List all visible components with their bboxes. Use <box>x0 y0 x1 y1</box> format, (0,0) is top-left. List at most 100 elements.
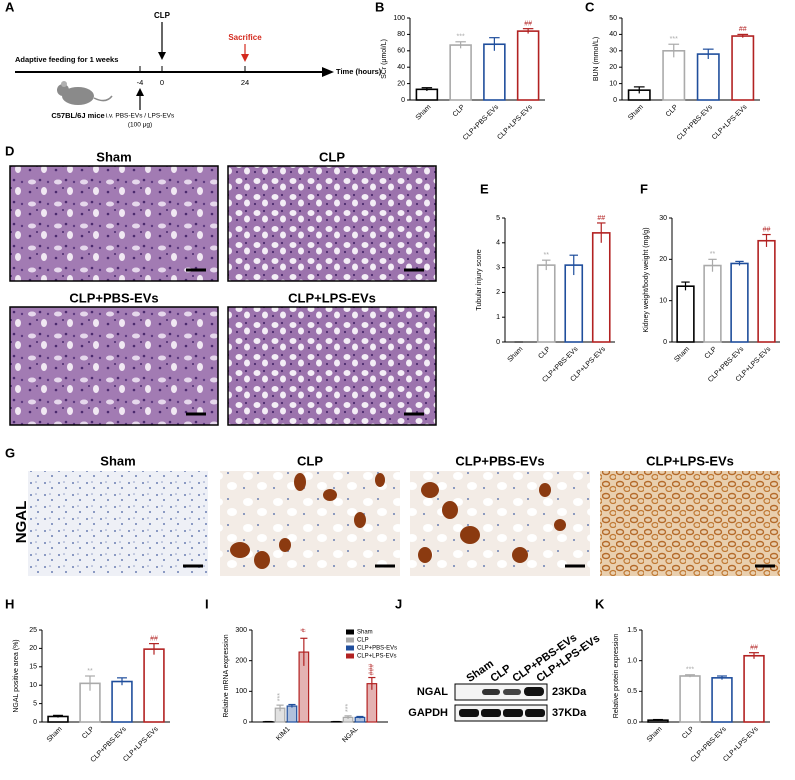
arrowhead <box>322 67 334 77</box>
y-tick-label: 100 <box>235 688 247 695</box>
y-axis-label: Kidney weight/body weight (mg/g) <box>643 227 650 332</box>
y-tick-label: 0.5 <box>627 688 637 695</box>
panel-label: H <box>5 596 14 611</box>
stain-label: NGAL <box>13 501 30 544</box>
image-title: CLP <box>319 149 345 164</box>
bar <box>677 286 694 342</box>
x-tick-label: Sham <box>46 726 64 744</box>
panel-label: K <box>595 596 605 611</box>
he-image <box>10 307 218 425</box>
timeline-tick: -4 <box>137 78 144 87</box>
row-label: GAPDH <box>408 707 448 719</box>
x-tick-label: Sham <box>673 346 691 364</box>
panel-label: D <box>5 143 14 158</box>
timeline-unit: Time (hours) <box>336 67 382 76</box>
bar <box>144 649 164 722</box>
bar <box>758 241 775 342</box>
significance: *** <box>670 36 678 43</box>
image-title: CLP+PBS-EVs <box>455 453 544 468</box>
ihc-image <box>600 471 780 576</box>
y-axis-label: Relative protein expression <box>613 634 620 719</box>
significance: ## <box>597 215 605 222</box>
bar <box>680 676 700 722</box>
image-title: CLP+LPS-EVs <box>646 453 734 468</box>
image-title: Sham <box>96 149 131 164</box>
y-tick-label: 20 <box>29 645 37 652</box>
significance: ## <box>739 26 747 33</box>
timeline-label: Adaptive feeding for 1 weeks <box>15 55 118 64</box>
timeline-tick: 24 <box>241 78 249 87</box>
x-tick-label: CLP+LPS-EVs <box>722 725 760 763</box>
y-tick-label: 30 <box>609 48 617 55</box>
panel-label: A <box>5 0 15 14</box>
significance: ** <box>710 251 716 258</box>
y-tick-label: 0 <box>401 97 405 104</box>
y-tick-label: 1 <box>496 314 500 321</box>
bar <box>287 706 297 722</box>
y-tick-label: 10 <box>609 80 617 87</box>
bar <box>712 678 732 722</box>
x-tick-label: Sham <box>627 104 645 122</box>
x-tick-label: Sham <box>415 104 433 122</box>
legend-label: CLP+LPS-EVs <box>357 654 397 660</box>
image-title: CLP+PBS-EVs <box>69 290 158 305</box>
y-tick-label: 3 <box>496 264 500 271</box>
ihc-image <box>220 471 400 576</box>
x-tick-label: CLP <box>681 726 696 741</box>
bar <box>704 266 721 342</box>
bar <box>112 682 132 722</box>
y-tick-label: 25 <box>29 627 37 634</box>
size-label: 23KDa <box>552 686 587 698</box>
y-tick-label: 0 <box>613 97 617 104</box>
y-tick-label: 50 <box>609 15 617 22</box>
x-tick-label: Sham <box>646 726 664 744</box>
legend-label: CLP+PBS-EVs <box>357 646 397 652</box>
significance: # <box>301 628 308 632</box>
bar <box>518 31 539 100</box>
y-tick-label: 5 <box>496 215 500 222</box>
y-axis-label: Relative mRNA expression <box>223 634 230 717</box>
y-tick-label: 30 <box>659 215 667 222</box>
y-tick-label: 10 <box>659 298 667 305</box>
x-tick-label: CLP+PBS-EVs <box>462 103 500 141</box>
y-tick-label: 80 <box>397 31 405 38</box>
size-label: 37KDa <box>552 707 587 719</box>
bar <box>663 51 684 100</box>
bar <box>565 265 582 342</box>
y-tick-label: 1.5 <box>627 627 637 634</box>
x-tick-label: CLP <box>537 346 552 361</box>
significance: *** <box>277 693 284 701</box>
panel-label: E <box>480 181 489 196</box>
western-blot: Sham CLP CLP+PBS-EVs CLP+LPS-EVs NGAL GA… <box>408 632 602 721</box>
significance: ## <box>763 226 771 233</box>
significance: ## <box>150 635 158 642</box>
dose-label: (100 μg) <box>128 122 152 129</box>
panel-label: F <box>640 181 648 196</box>
he-image <box>228 166 436 281</box>
mouse-icon <box>57 81 112 105</box>
ihc-image <box>28 471 208 576</box>
x-tick-label: CLP+LPS-EVs <box>711 103 749 141</box>
y-axis-label: SCr (μmol/L) <box>381 39 388 79</box>
timeline: Adaptive feeding for 1 weeks Time (hours… <box>15 11 382 129</box>
x-tick-label: KIM1 <box>275 726 292 743</box>
legend-swatch <box>346 646 354 651</box>
y-axis-label: Tubular injury score <box>476 249 483 310</box>
injection-label: i.v. PBS-EVs / LPS-EVs <box>106 113 175 120</box>
bar <box>698 54 719 100</box>
y-tick-label: 2 <box>496 289 500 296</box>
arrowhead <box>136 88 144 96</box>
bar <box>593 233 610 342</box>
legend-swatch <box>346 638 354 643</box>
ihc: NGAL Sham CLP CLP+PBS-EVs CLP+LPS-EVs <box>13 453 780 576</box>
panel-label: C <box>585 0 595 14</box>
histology: Sham CLP CLP+PBS-EVs CLP+LPS-EVs <box>10 149 436 425</box>
significance: ## <box>750 645 758 652</box>
he-image <box>228 307 436 425</box>
bar <box>744 656 764 722</box>
y-axis-label: BUN (mmol/L) <box>593 37 600 81</box>
